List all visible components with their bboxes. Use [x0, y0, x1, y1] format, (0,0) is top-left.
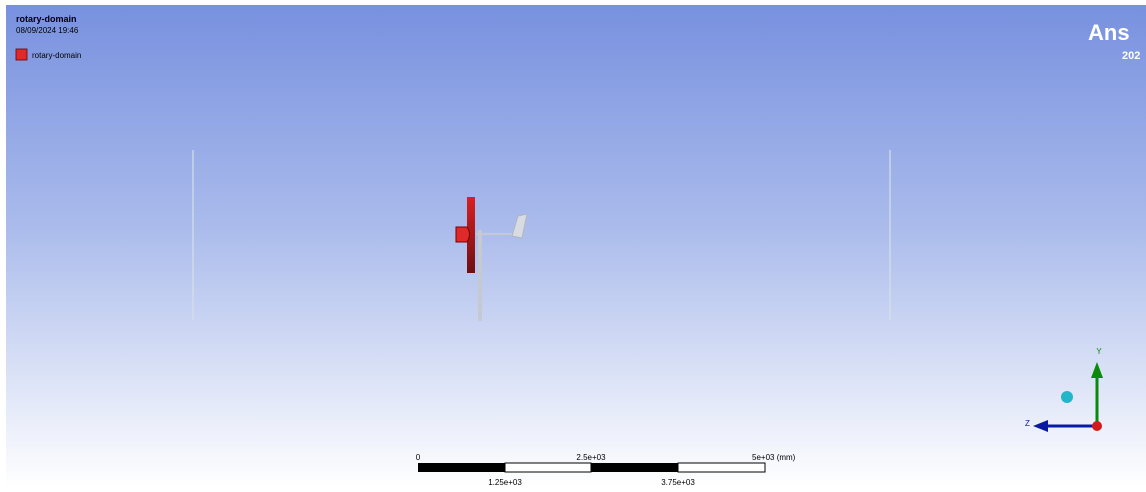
model-title: rotary-domain: [16, 14, 77, 24]
y-label: Y: [1096, 347, 1102, 356]
scale-label: 3.75e+03: [661, 478, 695, 487]
scale-label: 1.25e+03: [488, 478, 522, 487]
scale-label: 5e+03 (mm): [752, 453, 796, 462]
z-arrow: [1033, 420, 1048, 432]
nacelle: [511, 213, 528, 239]
z-label: Z: [1025, 419, 1030, 428]
timestamp: 08/09/2024 19:46: [16, 26, 79, 35]
scale-segment: [591, 463, 678, 472]
x-indicator: [1061, 391, 1073, 403]
scale-label: 2.5e+03: [576, 453, 606, 462]
logo-year: 202: [1122, 50, 1140, 62]
legend-label: rotary-domain: [32, 51, 81, 60]
scale-segment: [504, 462, 592, 473]
tower: [478, 230, 482, 321]
rotary-domain: [467, 197, 475, 273]
legend-swatch: [15, 48, 28, 61]
scale-label: 0: [416, 453, 421, 462]
y-arrow: [1091, 362, 1103, 378]
scale-segment: [418, 463, 505, 472]
scale-segment: [677, 462, 766, 473]
background: [6, 5, 1146, 487]
origin: [1092, 421, 1102, 431]
logo: Ans: [1088, 20, 1130, 45]
hub: [455, 226, 470, 243]
